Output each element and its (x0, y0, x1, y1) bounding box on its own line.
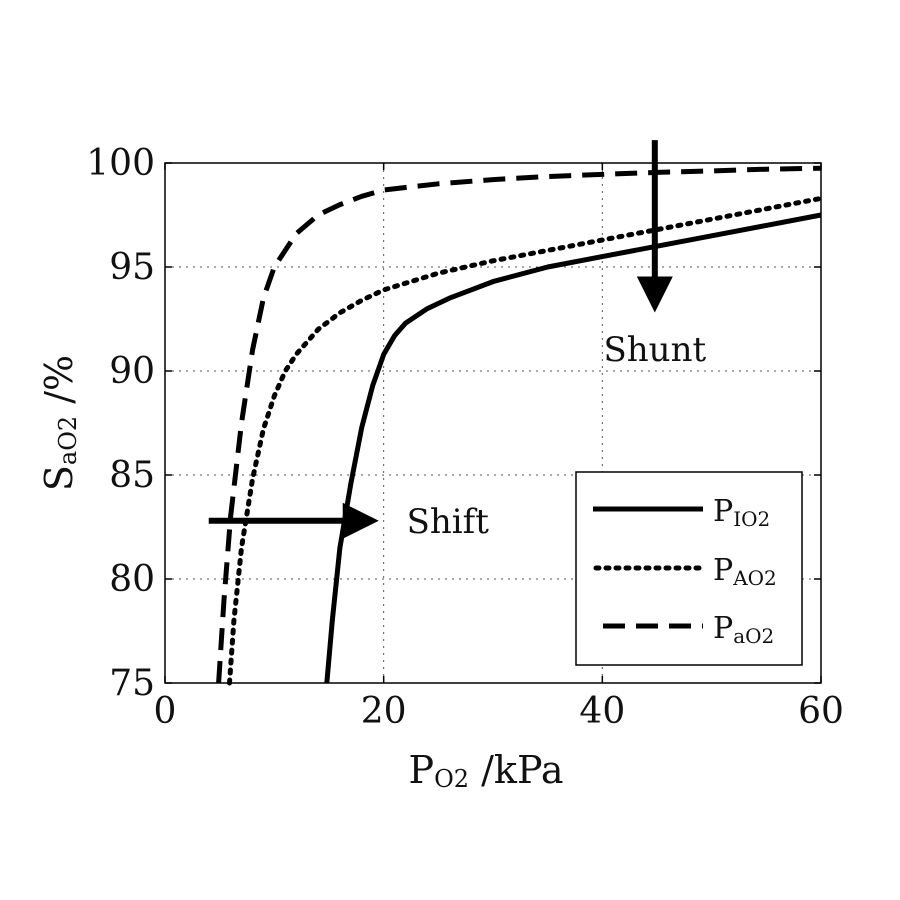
annotations: Shift Shunt (208, 140, 706, 542)
y-tick-label: 80 (109, 559, 155, 600)
x-axis-label: PO2 /kPa (409, 748, 564, 793)
series-line-pao2-alveolar (227, 195, 824, 686)
y-tick-label: 85 (109, 455, 155, 496)
series-line-pao2-arterial (216, 165, 822, 684)
y-tick-label: 100 (86, 143, 155, 184)
legend-label-pio2: PIO2 (713, 494, 770, 531)
plot-frame (164, 162, 822, 684)
legend: PIO2 PAO2 PaO2 (575, 471, 803, 666)
y-tick-label: 75 (109, 663, 155, 704)
legend-label-pao2-arterial: PaO2 (713, 611, 774, 648)
x-tick-label: 20 (361, 691, 407, 732)
x-tick-label: 60 (798, 691, 844, 732)
x-tick-label: 40 (579, 691, 625, 732)
axis-ticks: 0 20 40 60 75 80 85 90 95 100 (86, 143, 844, 732)
y-tick-label: 95 (109, 247, 155, 288)
y-axis-label: SaO2 /% (37, 355, 82, 491)
x-tick-label: 0 (154, 691, 177, 732)
legend-label-pao2-alveolar: PAO2 (713, 553, 777, 590)
y-tick-label: 90 (109, 351, 155, 392)
shift-label: Shift (407, 502, 490, 542)
shunt-label: Shunt (603, 330, 706, 370)
